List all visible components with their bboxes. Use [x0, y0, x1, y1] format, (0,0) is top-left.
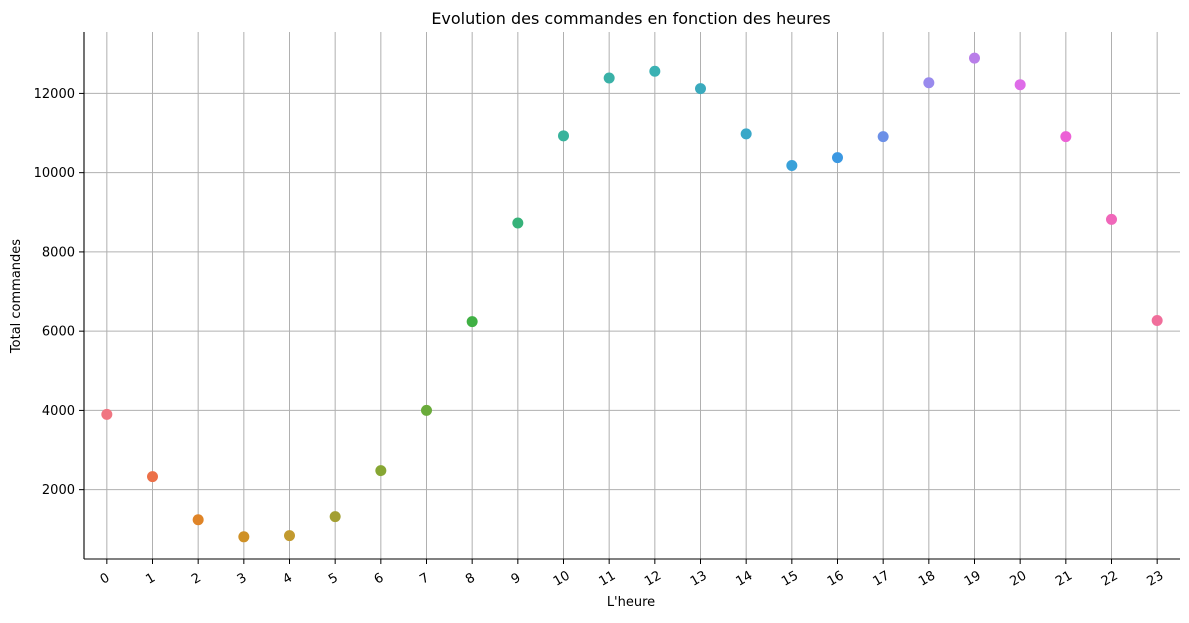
x-tick-label: 2 — [189, 570, 204, 587]
x-tick-label: 8 — [463, 570, 478, 587]
y-tick-label: 4000 — [42, 404, 75, 419]
data-point — [421, 404, 432, 416]
x-tick-label: 22 — [1099, 568, 1121, 589]
x-tick-label: 16 — [825, 568, 847, 589]
data-point — [238, 531, 250, 543]
x-tick-label: 21 — [1053, 568, 1075, 589]
y-tick-label: 10000 — [34, 166, 75, 181]
data-point — [1106, 213, 1117, 225]
y-tick-label: 12000 — [34, 87, 75, 102]
x-tick-label: 14 — [734, 568, 756, 589]
chart-title: Evolution des commandes en fonction des … — [431, 9, 830, 28]
x-tick-label: 17 — [871, 568, 893, 589]
data-point — [832, 152, 843, 164]
data-point — [1060, 131, 1072, 143]
x-tick-label: 20 — [1008, 568, 1030, 589]
data-point — [147, 471, 158, 483]
data-point — [329, 511, 341, 523]
x-tick-label: 5 — [326, 570, 341, 587]
data-point — [466, 316, 478, 328]
data-point — [512, 217, 524, 229]
x-tick-label: 23 — [1145, 568, 1167, 589]
ticks: 0 1 2 3 4 5 6 7 8 9 10 11 12 13 14 15 16 17 18 19 20 21 22 2320… — [34, 87, 1167, 590]
data-point — [969, 52, 980, 64]
y-tick-label: 6000 — [42, 325, 75, 340]
x-tick-label: 4 — [280, 570, 295, 587]
data-point — [284, 530, 295, 542]
x-tick-label: 15 — [779, 568, 801, 589]
x-tick-label: 19 — [962, 568, 984, 589]
x-tick-label: 3 — [235, 570, 250, 587]
data-point — [649, 65, 661, 77]
x-tick-label: 1 — [143, 570, 158, 587]
x-tick-label: 12 — [642, 568, 664, 589]
grid — [84, 32, 1180, 559]
data-point — [603, 72, 615, 84]
axes — [83, 32, 1180, 560]
data-point — [923, 77, 935, 89]
y-axis-title: Total commandes — [9, 239, 24, 354]
y-tick-label: 2000 — [42, 483, 75, 498]
x-tick-label: 7 — [417, 570, 432, 587]
data-point — [101, 408, 113, 420]
x-tick-label: 11 — [597, 568, 619, 589]
x-axis-title: L'heure — [607, 595, 655, 610]
data-point — [1014, 79, 1026, 91]
data-point — [192, 514, 204, 526]
data-points — [101, 52, 1163, 543]
data-point — [695, 83, 706, 95]
data-point — [1151, 314, 1163, 326]
data-point — [877, 131, 889, 143]
x-tick-label: 10 — [551, 568, 573, 589]
x-tick-label: 13 — [688, 568, 710, 589]
y-tick-label: 8000 — [42, 245, 75, 260]
data-point — [740, 128, 752, 140]
data-point — [786, 160, 798, 172]
data-point — [375, 465, 387, 477]
x-tick-label: 18 — [916, 568, 938, 589]
x-tick-label: 9 — [509, 570, 524, 587]
x-tick-label: 0 — [98, 570, 113, 587]
x-tick-label: 6 — [372, 570, 387, 587]
data-point — [558, 130, 569, 142]
